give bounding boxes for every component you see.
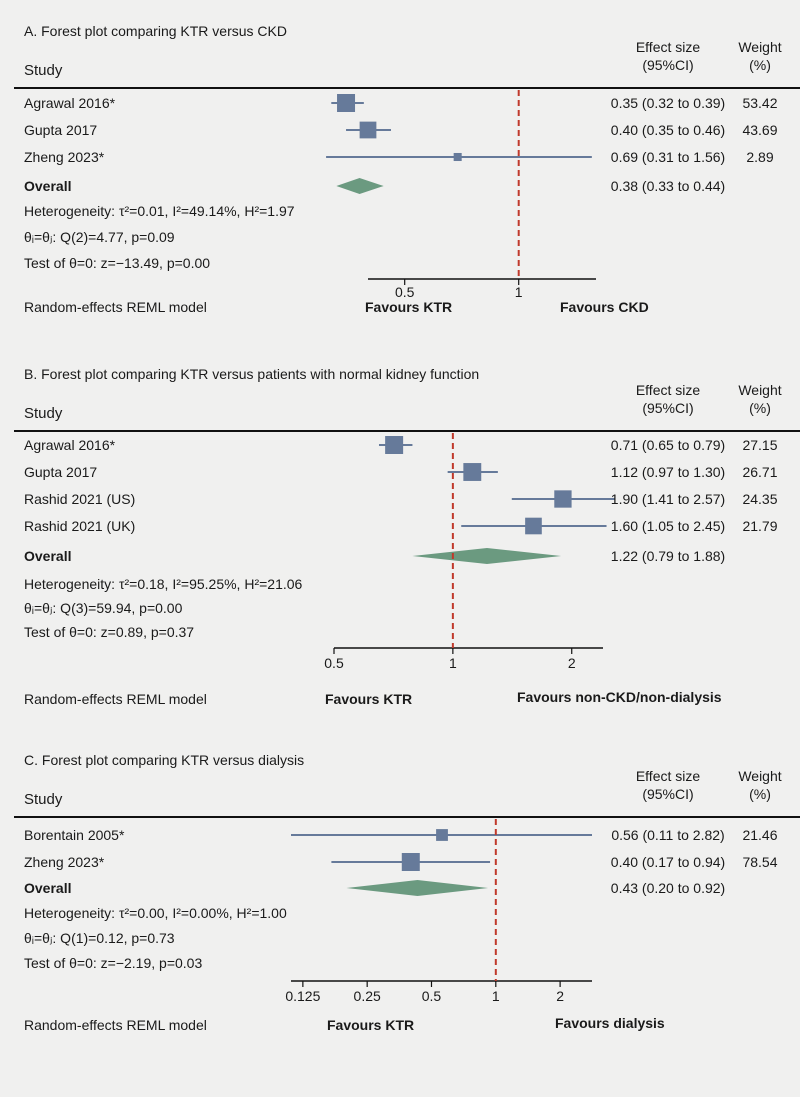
study-weight: 2.89 [746, 149, 773, 165]
study-point-marker [463, 463, 482, 481]
heterogeneity-stat: Test of θ=0: z=−13.49, p=0.00 [24, 255, 210, 271]
x-axis-tick-label: 2 [568, 655, 576, 671]
heterogeneity-stat: Test of θ=0: z=−2.19, p=0.03 [24, 955, 202, 971]
heterogeneity-stat: Heterogeneity: τ²=0.01, I²=49.14%, H²=1.… [24, 203, 295, 219]
study-effect-ci: 0.35 (0.32 to 0.39) [611, 95, 725, 111]
study-weight: 21.46 [742, 827, 777, 843]
x-axis-tick-label: 0.25 [354, 988, 381, 1004]
weight-header-unit: (%) [749, 786, 771, 802]
study-name: Agrawal 2016* [24, 95, 116, 111]
x-axis-tick-label: 1 [515, 284, 523, 300]
study-effect-ci: 0.69 (0.31 to 1.56) [611, 149, 725, 165]
overall-label: Overall [24, 880, 71, 896]
study-name: Agrawal 2016* [24, 437, 116, 453]
study-header: Study [24, 791, 63, 808]
overall-effect-ci: 0.38 (0.33 to 0.44) [611, 178, 725, 194]
study-weight: 26.71 [742, 464, 777, 480]
overall-diamond [336, 178, 384, 194]
heterogeneity-stat: θᵢ=θⱼ: Q(2)=4.77, p=0.09 [24, 229, 175, 245]
heterogeneity-stat: Test of θ=0: z=0.89, p=0.37 [24, 624, 194, 640]
forest-panel-a: A. Forest plot comparing KTR versus CKD E… [14, 23, 800, 315]
effect-size-header: Effect size [636, 39, 701, 55]
forest-panel-b: B. Forest plot comparing KTR versus pati… [14, 366, 800, 707]
study-effect-ci: 0.40 (0.35 to 0.46) [611, 122, 725, 138]
panel-title: C. Forest plot comparing KTR versus dial… [24, 752, 304, 768]
study-effect-ci: 1.12 (0.97 to 1.30) [611, 464, 725, 480]
model-label: Random-effects REML model [24, 691, 207, 707]
favours-right-label: Favours non-CKD/non-dialysis [517, 689, 722, 705]
study-name: Gupta 2017 [24, 464, 97, 480]
study-effect-ci: 0.71 (0.65 to 0.79) [611, 437, 725, 453]
study-name: Zheng 2023* [24, 149, 105, 165]
study-point-marker [337, 94, 356, 112]
study-point-marker [525, 517, 542, 535]
x-axis-tick-label: 0.125 [285, 988, 320, 1004]
overall-diamond [412, 548, 562, 564]
heterogeneity-stat: Heterogeneity: τ²=0.18, I²=95.25%, H²=21… [24, 576, 303, 592]
effect-size-header-ci: (95%CI) [642, 400, 693, 416]
favours-left-label: Favours KTR [365, 299, 452, 315]
model-label: Random-effects REML model [24, 1017, 207, 1033]
heterogeneity-stat: θᵢ=θⱼ: Q(3)=59.94, p=0.00 [24, 600, 183, 616]
study-point-marker [453, 152, 462, 162]
study-header: Study [24, 405, 63, 422]
effect-size-header-ci: (95%CI) [642, 786, 693, 802]
overall-label: Overall [24, 548, 71, 564]
study-effect-ci: 0.56 (0.11 to 2.82) [611, 827, 724, 843]
favours-right-label: Favours dialysis [555, 1015, 665, 1031]
study-name: Rashid 2021 (UK) [24, 518, 135, 534]
heterogeneity-stat: Heterogeneity: τ²=0.00, I²=0.00%, H²=1.0… [24, 905, 287, 921]
study-point-marker [401, 853, 420, 871]
weight-header-unit: (%) [749, 57, 771, 73]
study-effect-ci: 1.90 (1.41 to 2.57) [611, 491, 725, 507]
favours-left-label: Favours KTR [325, 691, 412, 707]
overall-label: Overall [24, 178, 71, 194]
weight-header-unit: (%) [749, 400, 771, 416]
favours-left-label: Favours KTR [327, 1017, 414, 1033]
study-header: Study [24, 62, 63, 79]
model-label: Random-effects REML model [24, 299, 207, 315]
study-point-marker [436, 829, 448, 841]
effect-size-header: Effect size [636, 768, 701, 784]
study-point-marker [359, 121, 377, 139]
study-weight: 21.79 [742, 518, 777, 534]
overall-diamond [346, 880, 489, 896]
study-weight: 43.69 [742, 122, 777, 138]
effect-size-header-ci: (95%CI) [642, 57, 693, 73]
study-name: Gupta 2017 [24, 122, 97, 138]
study-point-marker [385, 436, 404, 454]
weight-header: Weight [738, 39, 781, 55]
x-axis-tick-label: 0.5 [422, 988, 442, 1004]
panel-title: B. Forest plot comparing KTR versus pati… [24, 366, 479, 382]
overall-effect-ci: 1.22 (0.79 to 1.88) [611, 548, 725, 564]
weight-header: Weight [738, 382, 781, 398]
study-name: Rashid 2021 (US) [24, 491, 135, 507]
forest-panel-c: C. Forest plot comparing KTR versus dial… [14, 752, 800, 1033]
study-point-marker [554, 490, 572, 508]
study-effect-ci: 1.60 (1.05 to 2.45) [611, 518, 725, 534]
x-axis-tick-label: 0.5 [324, 655, 344, 671]
study-weight: 53.42 [742, 95, 777, 111]
x-axis-tick-label: 1 [492, 988, 500, 1004]
study-name: Zheng 2023* [24, 854, 105, 870]
x-axis-tick-label: 2 [556, 988, 564, 1004]
study-effect-ci: 0.40 (0.17 to 0.94) [611, 854, 725, 870]
x-axis-tick-label: 1 [449, 655, 457, 671]
heterogeneity-stat: θᵢ=θⱼ: Q(1)=0.12, p=0.73 [24, 930, 175, 946]
effect-size-header: Effect size [636, 382, 701, 398]
study-weight: 78.54 [742, 854, 777, 870]
overall-effect-ci: 0.43 (0.20 to 0.92) [611, 880, 725, 896]
panel-title: A. Forest plot comparing KTR versus CKD [24, 23, 287, 39]
x-axis-tick-label: 0.5 [395, 284, 415, 300]
study-weight: 27.15 [742, 437, 777, 453]
favours-right-label: Favours CKD [560, 299, 649, 315]
study-name: Borentain 2005* [24, 827, 125, 843]
weight-header: Weight [738, 768, 781, 784]
study-weight: 24.35 [742, 491, 777, 507]
